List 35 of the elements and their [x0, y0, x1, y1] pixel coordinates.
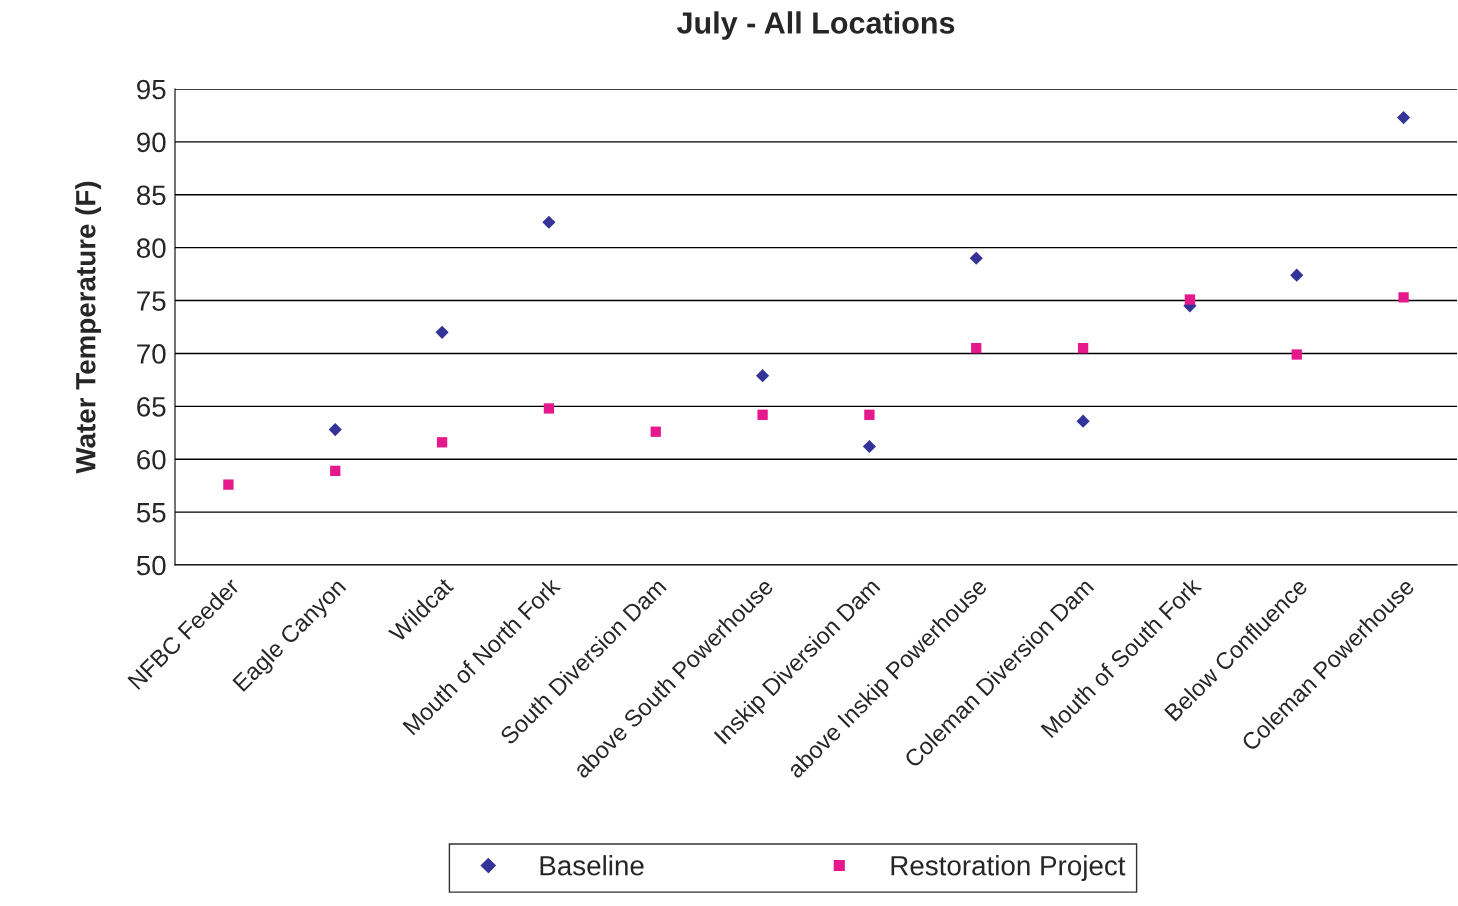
- chart-title: July - All Locations: [676, 11, 955, 40]
- point: [1291, 349, 1302, 360]
- point: [757, 409, 768, 420]
- point: [971, 343, 982, 354]
- y-tick-label: 55: [136, 503, 166, 523]
- point: [330, 465, 341, 477]
- point: [862, 439, 876, 454]
- y-tick-label: 70: [137, 344, 166, 364]
- point: [1077, 343, 1089, 354]
- y-tick-label: 75: [137, 291, 166, 311]
- point: [328, 423, 342, 437]
- y-tick-label: 65: [137, 397, 166, 417]
- y-tick-label: 90: [137, 132, 166, 153]
- point: [756, 369, 770, 383]
- legend-label: Restoration Project: [891, 855, 1126, 881]
- legend-label: Baseline: [540, 855, 644, 876]
- point: [543, 403, 555, 414]
- point: [435, 325, 449, 339]
- point: [650, 426, 661, 437]
- point: [1184, 294, 1196, 305]
- point: [864, 409, 875, 420]
- y-tick-label: 60: [137, 449, 166, 470]
- point: [1398, 292, 1409, 303]
- point: [223, 479, 234, 490]
- point: [542, 215, 556, 229]
- point: [1076, 414, 1090, 428]
- y-tick-label: 80: [136, 238, 166, 259]
- point: [1397, 110, 1411, 125]
- y-tick-label: 95: [137, 79, 166, 100]
- y-tick-label: 85: [136, 185, 166, 206]
- point: [436, 437, 448, 448]
- point: [969, 251, 983, 265]
- y-tick-label: 50: [136, 555, 166, 576]
- y-axis-title: Water Temperature (F): [75, 181, 102, 474]
- point: [1290, 268, 1304, 282]
